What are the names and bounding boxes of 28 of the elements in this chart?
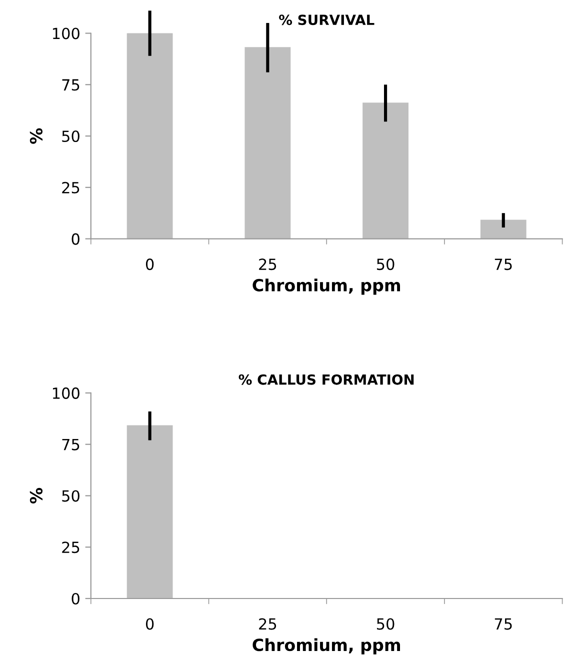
y-tick-label: 0 [72, 233, 80, 245]
x-tick-label: 75 [494, 258, 512, 270]
y-tick-label: 50 [62, 130, 80, 142]
y-tick-label: 0 [72, 592, 80, 605]
chart-title: % CALLUS FORMATION [238, 374, 414, 385]
y-tick-label: 25 [62, 182, 80, 194]
bar [362, 102, 408, 239]
y-axis-title: % [30, 488, 43, 504]
y-tick-label: 50 [62, 490, 80, 502]
x-tick-label: 0 [146, 258, 154, 270]
bar [480, 220, 526, 239]
y-tick-label: 75 [62, 79, 80, 91]
y-tick-label: 75 [62, 439, 80, 450]
chart-title: % SURVIVAL [279, 14, 374, 26]
bar [126, 33, 173, 239]
x-tick-label: 50 [376, 618, 394, 630]
x-axis-title: Chromium, ppm [252, 278, 400, 295]
bar [244, 47, 291, 239]
y-axis-title: % [30, 128, 43, 144]
y-tick-label: 25 [62, 542, 80, 554]
x-axis-title: Chromium, ppm [252, 638, 400, 654]
x-tick-label: 0 [146, 618, 154, 630]
x-tick-label: 75 [494, 618, 512, 630]
x-tick-label: 50 [376, 258, 394, 270]
y-tick-label: 100 [52, 28, 80, 40]
y-tick-label: 100 [52, 387, 80, 399]
x-tick-label: 25 [259, 258, 276, 270]
x-tick-label: 25 [259, 618, 276, 630]
